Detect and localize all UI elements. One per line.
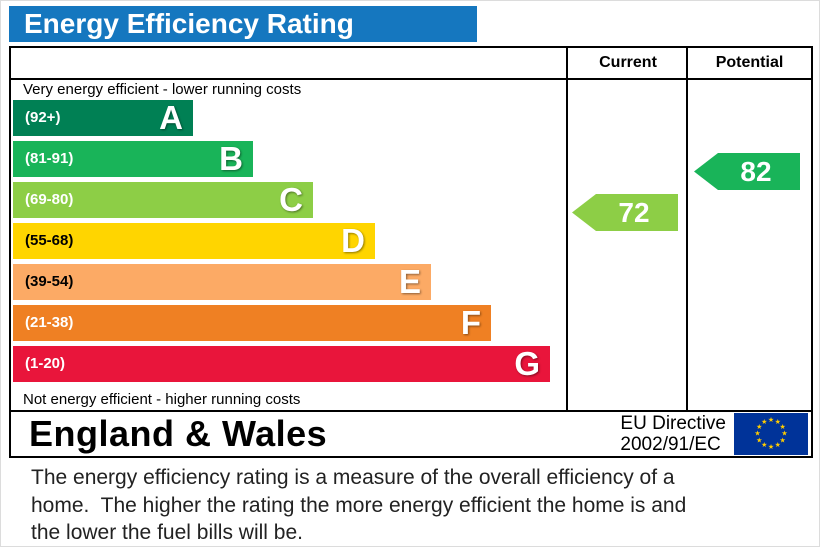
band-letter: G	[514, 345, 540, 382]
svg-text:★: ★	[768, 416, 774, 424]
eu-flag-svg: ★ ★ ★ ★ ★ ★ ★ ★ ★ ★ ★ ★	[734, 413, 808, 455]
region-label: England & Wales	[29, 413, 328, 454]
band-row-d: (55-68) D	[13, 223, 811, 259]
description-text: The energy efficiency rating is a measur…	[31, 466, 693, 545]
band-row-c: (69-80) C	[13, 182, 811, 218]
svg-text:★: ★	[756, 436, 762, 444]
band-row-f: (21-38) F	[13, 305, 811, 341]
column-divider-current	[566, 48, 568, 410]
svg-text:★: ★	[775, 441, 781, 449]
footer-row: England & Wales EU Directive 2002/91/EC …	[11, 412, 811, 456]
band-range-label: (69-80)	[25, 191, 74, 208]
bottom-note: Not energy efficient - higher running co…	[23, 391, 301, 408]
eu-flag-icon: ★ ★ ★ ★ ★ ★ ★ ★ ★ ★ ★ ★	[734, 413, 808, 455]
band-letter: C	[279, 181, 303, 218]
potential-rating-value: 82	[740, 156, 772, 187]
epc-chart-area: Current Potential Very energy efficient …	[11, 48, 811, 412]
band-bar-a: (92+) A	[13, 100, 193, 136]
current-rating-arrow: 72	[572, 194, 678, 231]
band-bar-e: (39-54) E	[13, 264, 431, 300]
band-letter: B	[219, 140, 243, 177]
column-divider-potential	[686, 48, 688, 410]
rating-bars: (92+) A (81-91) B (69-80) C	[13, 100, 811, 382]
band-bar-b: (81-91) B	[13, 141, 253, 177]
epc-chart-frame: Current Potential Very energy efficient …	[9, 46, 813, 458]
band-range-label: (55-68)	[25, 232, 74, 249]
band-bar-d: (55-68) D	[13, 223, 375, 259]
band-range-label: (39-54)	[25, 273, 74, 290]
chart-title: Energy Efficiency Rating	[24, 8, 354, 39]
current-column-header: Current	[599, 54, 657, 71]
band-row-e: (39-54) E	[13, 264, 811, 300]
band-letter: E	[398, 263, 421, 300]
svg-text:★: ★	[761, 418, 767, 426]
current-rating-value: 72	[618, 197, 650, 228]
band-bar-c: (69-80) C	[13, 182, 313, 218]
svg-text:★: ★	[761, 441, 767, 449]
band-row-a: (92+) A	[13, 100, 811, 136]
band-range-label: (21-38)	[25, 314, 74, 331]
potential-rating-arrow: 82	[694, 153, 800, 190]
column-header-row: Current Potential	[11, 48, 811, 80]
potential-column-header: Potential	[715, 54, 784, 71]
chart-title-bar: Energy Efficiency Rating	[9, 6, 477, 42]
eu-directive-line2: 2002/91/EC	[620, 434, 721, 455]
band-bar-f: (21-38) F	[13, 305, 491, 341]
svg-text:★: ★	[768, 443, 774, 451]
svg-text:★: ★	[780, 423, 786, 431]
band-letter: D	[341, 222, 365, 259]
band-range-label: (81-91)	[25, 150, 74, 167]
eu-flag-stars: ★ ★ ★ ★ ★ ★ ★ ★ ★ ★ ★ ★	[754, 416, 787, 451]
svg-text:★: ★	[775, 418, 781, 426]
band-bar-g: (1-20) G	[13, 346, 550, 382]
svg-text:★: ★	[780, 436, 786, 444]
svg-text:★: ★	[754, 430, 760, 438]
svg-text:★: ★	[781, 430, 787, 438]
band-range-label: (92+)	[25, 109, 61, 126]
top-note: Very energy efficient - lower running co…	[23, 81, 302, 98]
band-row-b: (81-91) B	[13, 141, 811, 177]
eu-directive-line1: EU Directive	[620, 413, 726, 434]
header-spacer	[11, 48, 568, 78]
band-range-label: (1-20)	[25, 355, 66, 372]
eu-directive-label: EU Directive 2002/91/EC	[620, 413, 726, 455]
band-letter: F	[460, 304, 481, 341]
svg-text:★: ★	[756, 423, 762, 431]
band-row-g: (1-20) G	[13, 346, 811, 382]
band-letter: A	[159, 99, 183, 136]
